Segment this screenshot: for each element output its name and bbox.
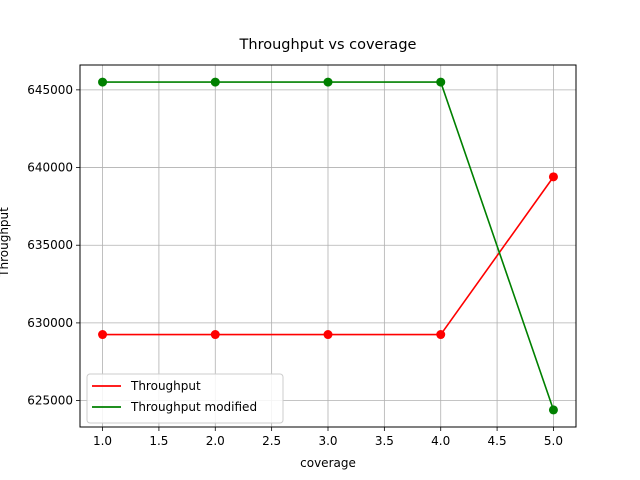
legend-label: Throughput bbox=[130, 379, 201, 393]
x-tick-label: 2.0 bbox=[206, 434, 225, 448]
data-point bbox=[98, 330, 108, 340]
data-point bbox=[323, 330, 333, 340]
data-point bbox=[210, 330, 220, 340]
ticks: 1.0 1.5 2.0 2.5 3.0 3.5 4.0 4.5 5.0 625000 630000 6… bbox=[27, 83, 563, 448]
x-tick-label: 4.5 bbox=[488, 434, 507, 448]
legend: Throughput Throughput modified bbox=[86, 373, 284, 424]
data-point bbox=[210, 77, 220, 87]
x-tick-label: 2.5 bbox=[262, 434, 281, 448]
legend-label: Throughput modified bbox=[130, 400, 257, 414]
y-tick-label: 635000 bbox=[27, 238, 73, 252]
y-tick-label: 645000 bbox=[27, 83, 73, 97]
data-point bbox=[436, 77, 446, 87]
series-layer bbox=[98, 77, 558, 415]
series-throughput-modified bbox=[98, 77, 558, 415]
y-tick-label: 630000 bbox=[27, 316, 73, 330]
legend-box bbox=[86, 373, 284, 424]
y-tick-label: 640000 bbox=[27, 161, 73, 175]
y-axis-label: Throughput bbox=[0, 207, 11, 278]
series-throughput bbox=[98, 172, 558, 340]
x-tick-label: 5.0 bbox=[544, 434, 563, 448]
x-tick-label: 4.0 bbox=[431, 434, 450, 448]
x-tick-label: 3.5 bbox=[375, 434, 394, 448]
data-point bbox=[323, 77, 333, 87]
grid bbox=[80, 65, 576, 427]
x-tick-label: 1.0 bbox=[93, 434, 112, 448]
data-point bbox=[548, 405, 558, 415]
data-point bbox=[548, 172, 558, 182]
data-point bbox=[436, 330, 446, 340]
chart-title: Throughput vs coverage bbox=[239, 37, 417, 53]
x-tick-label: 3.0 bbox=[318, 434, 337, 448]
x-tick-label: 1.5 bbox=[149, 434, 168, 448]
y-tick-label: 625000 bbox=[27, 394, 73, 408]
data-point bbox=[98, 77, 108, 87]
x-axis-label: coverage bbox=[300, 456, 356, 470]
